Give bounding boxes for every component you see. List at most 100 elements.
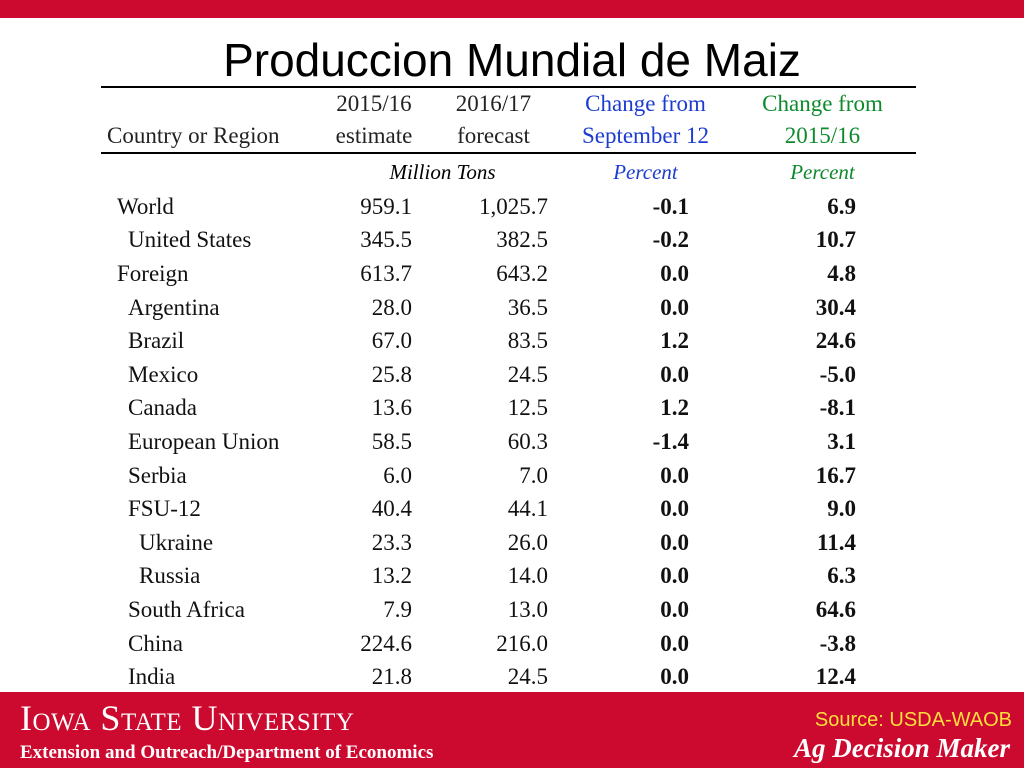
units-million-tons: Million Tons xyxy=(389,159,496,184)
change-from-september-cell: 0.0 xyxy=(660,260,689,286)
change-from-2015-16-cell: 6.9 xyxy=(827,193,856,219)
table-row: Brazil 67.0 83.5 1.2 24.6 xyxy=(101,324,916,358)
change-from-september-cell: -0.2 xyxy=(652,227,689,253)
change-from-2015-16-cell: 3.1 xyxy=(827,428,856,454)
change-from-september-cell: 0.0 xyxy=(660,361,689,387)
value-2015-16-cell: 28.0 xyxy=(371,294,412,320)
table-row: European Union 58.5 60.3 -1.4 3.1 xyxy=(101,425,916,459)
slide-title: Produccion Mundial de Maiz xyxy=(223,34,801,86)
change-from-september-cell: 0.0 xyxy=(660,563,689,589)
change-from-2015-16-cell: 4.8 xyxy=(827,260,856,286)
header-row-1: 2015/16 2016/17 Change from Change from xyxy=(101,86,916,120)
value-2016-17-cell: 13.0 xyxy=(507,596,548,622)
value-2016-17-cell: 60.3 xyxy=(507,428,548,454)
change-from-2015-16-cell: 16.7 xyxy=(815,462,856,488)
table-row: Argentina 28.0 36.5 0.0 30.4 xyxy=(101,291,916,325)
header-cell-change-sep: Change from xyxy=(562,86,729,120)
value-2015-16-cell: 23.3 xyxy=(371,529,412,555)
country-cell: Serbia xyxy=(128,462,187,488)
change-from-september-cell: 0.0 xyxy=(562,660,729,696)
table-row: Mexico 25.8 24.5 0.0 -5.0 xyxy=(101,358,916,392)
table-header: 2015/16 2016/17 Change from Change from … xyxy=(101,86,916,154)
value-2016-17-cell: 7.0 xyxy=(519,462,548,488)
header-cell-september: September 12 xyxy=(562,120,729,154)
table-row: China 224.6 216.0 0.0 -3.8 xyxy=(101,627,916,661)
table-row: United States 345.5 382.5 -0.2 10.7 xyxy=(101,224,916,258)
corn-production-table-container: 2015/16 2016/17 Change from Change from … xyxy=(101,86,916,696)
value-2015-16-cell: 6.0 xyxy=(383,462,412,488)
header-cell-change-prev: Change from xyxy=(729,86,916,120)
value-2015-16-cell: 959.1 xyxy=(360,193,412,219)
change-from-2015-16-cell: 10.7 xyxy=(815,227,856,253)
department-label: Extension and Outreach/Department of Eco… xyxy=(20,742,434,763)
value-2016-17-cell: 26.0 xyxy=(507,529,548,555)
value-2015-16-cell: 25.8 xyxy=(371,361,412,387)
header-row-2: Country or Region estimate forecast Sept… xyxy=(101,120,916,154)
change-from-september-cell: 0.0 xyxy=(660,596,689,622)
header-cell-2016-17: 2016/17 xyxy=(425,86,562,120)
value-2016-17-cell: 36.5 xyxy=(507,294,548,320)
brand-label: Ag Decision Maker xyxy=(794,733,1010,763)
change-from-2015-16-cell: 24.6 xyxy=(815,328,856,354)
value-2015-16-cell: 21.8 xyxy=(323,660,425,696)
country-cell: Canada xyxy=(128,395,197,421)
table-row: India 21.8 24.5 0.0 12.4 xyxy=(101,660,916,696)
change-from-september-cell: 0.0 xyxy=(660,462,689,488)
units-percent-prev: Percent xyxy=(790,159,855,184)
value-2015-16-cell: 7.9 xyxy=(383,596,412,622)
country-cell: Ukraine xyxy=(139,529,214,555)
change-from-september-cell: 1.2 xyxy=(660,395,689,421)
value-2015-16-cell: 13.6 xyxy=(371,395,412,421)
table-row: South Africa 7.9 13.0 0.0 64.6 xyxy=(101,593,916,627)
table-row: Ukraine 23.3 26.0 0.0 11.4 xyxy=(101,526,916,560)
value-2016-17-cell: 14.0 xyxy=(507,563,548,589)
table-row: Foreign 613.7 643.2 0.0 4.8 xyxy=(101,257,916,291)
university-logo-text: Iowa State University xyxy=(20,698,355,738)
change-from-2015-16-cell: 11.4 xyxy=(817,529,856,555)
change-from-september-cell: 0.0 xyxy=(660,294,689,320)
header-cell-2015-16-base: 2015/16 xyxy=(729,120,916,154)
table-body: Million Tons Percent Percent World 959.1 1… xyxy=(101,153,916,696)
value-2015-16-cell: 613.7 xyxy=(360,260,412,286)
value-2016-17-cell: 83.5 xyxy=(507,328,548,354)
header-cell-forecast: forecast xyxy=(425,120,562,154)
header-cell-country: Country or Region xyxy=(101,120,323,154)
change-from-september-cell: 0.0 xyxy=(660,496,689,522)
top-accent-bar xyxy=(0,0,1024,18)
header-cell-2015-16: 2015/16 xyxy=(323,86,425,120)
value-2015-16-cell: 345.5 xyxy=(360,227,412,253)
country-cell: Mexico xyxy=(128,361,199,387)
country-cell: World xyxy=(117,193,174,219)
change-from-september-cell: 1.2 xyxy=(660,328,689,354)
country-cell: Foreign xyxy=(117,260,189,286)
country-cell: United States xyxy=(128,227,252,253)
value-2015-16-cell: 13.2 xyxy=(371,563,412,589)
change-from-september-cell: 0.0 xyxy=(660,529,689,555)
change-from-2015-16-cell: 6.3 xyxy=(827,563,856,589)
value-2016-17-cell: 382.5 xyxy=(496,227,548,253)
value-2015-16-cell: 224.6 xyxy=(360,630,412,656)
table-row: World 959.1 1,025.7 -0.1 6.9 xyxy=(101,190,916,224)
table-row: Russia 13.2 14.0 0.0 6.3 xyxy=(101,560,916,594)
change-from-september-cell: -0.1 xyxy=(652,193,689,219)
value-2016-17-cell: 216.0 xyxy=(496,630,548,656)
change-from-2015-16-cell: -8.1 xyxy=(819,395,856,421)
footer-bar: Iowa State University Extension and Outr… xyxy=(0,692,1024,768)
value-2016-17-cell: 12.5 xyxy=(507,395,548,421)
value-2015-16-cell: 58.5 xyxy=(371,428,412,454)
country-cell: Brazil xyxy=(128,328,185,354)
value-2015-16-cell: 67.0 xyxy=(371,328,412,354)
change-from-september-cell: -1.4 xyxy=(652,428,689,454)
change-from-2015-16-cell: 9.0 xyxy=(827,496,856,522)
value-2016-17-cell: 24.5 xyxy=(507,361,548,387)
value-2016-17-cell: 643.2 xyxy=(496,260,548,286)
units-row: Million Tons Percent Percent xyxy=(101,153,916,190)
header-cell-estimate: estimate xyxy=(323,120,425,154)
change-from-september-cell: 0.0 xyxy=(660,630,689,656)
value-2016-17-cell: 1,025.7 xyxy=(479,193,548,219)
country-cell: South Africa xyxy=(128,596,245,622)
country-cell: Argentina xyxy=(128,294,220,320)
value-2016-17-cell: 44.1 xyxy=(507,496,548,522)
change-from-2015-16-cell: -5.0 xyxy=(819,361,856,387)
header-cell xyxy=(101,86,323,120)
